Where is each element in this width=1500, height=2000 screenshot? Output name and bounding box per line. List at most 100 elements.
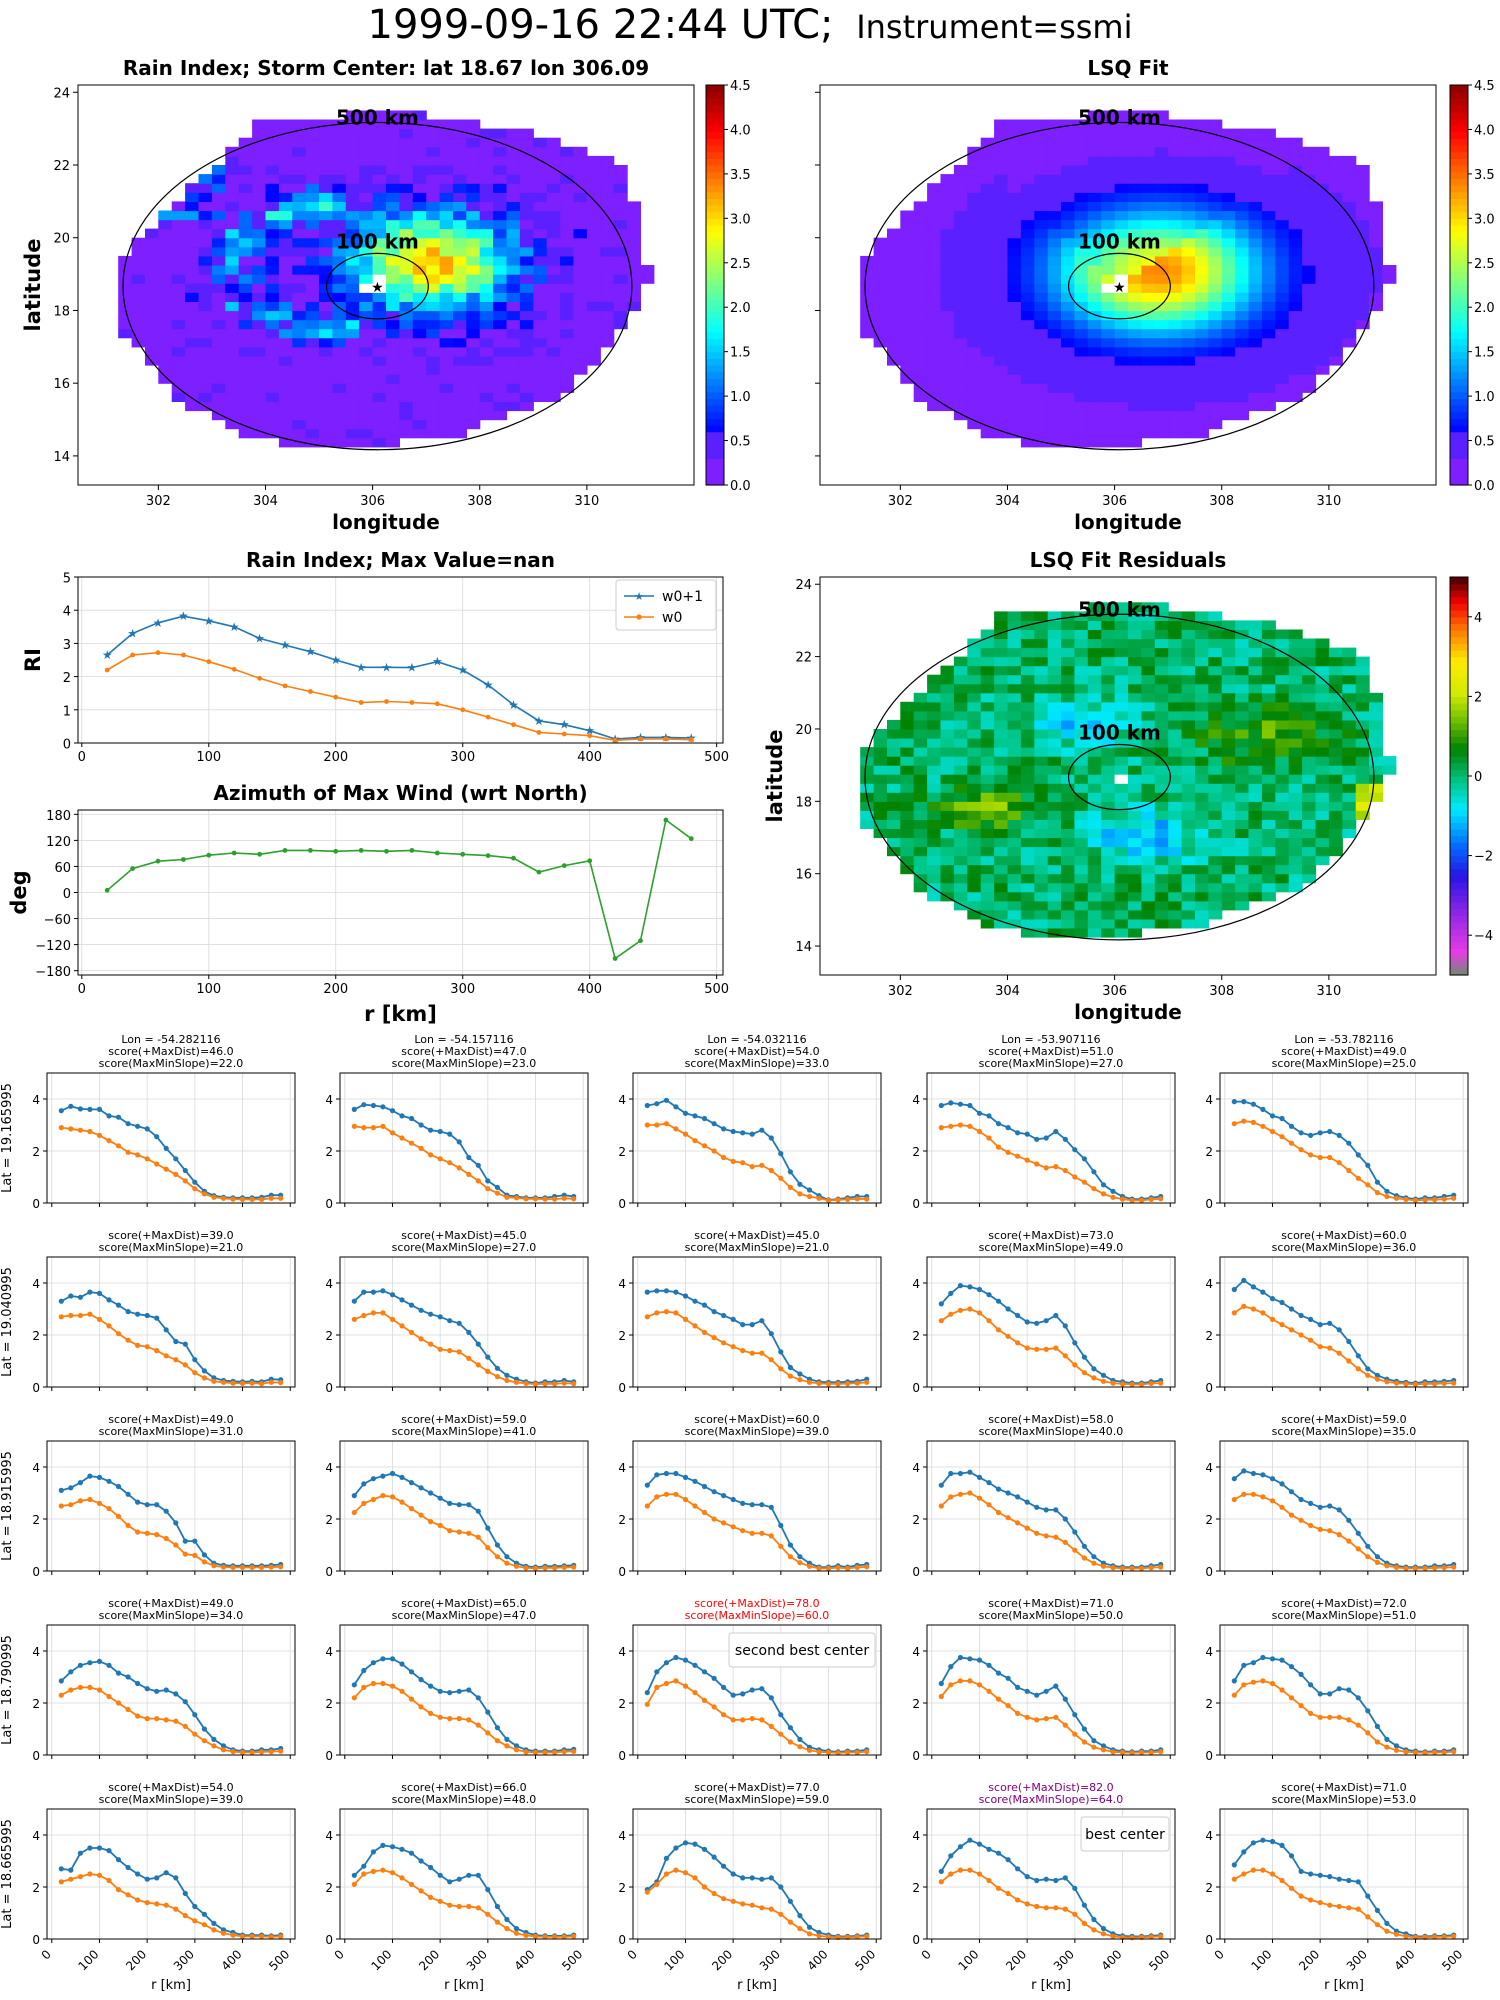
- map-cell: [252, 337, 267, 348]
- map-cell: [493, 237, 508, 248]
- map-cell: [1208, 346, 1223, 357]
- data-point: [845, 1196, 851, 1202]
- series-line-w0p1: [353, 1289, 574, 1385]
- map-cell: [1128, 383, 1142, 393]
- map-cell: [1195, 219, 1209, 230]
- map-cell: [1328, 192, 1343, 202]
- map-cell: [1154, 328, 1169, 339]
- map-cell: [1007, 410, 1022, 421]
- map-cell: [198, 192, 213, 202]
- map-cell: [1235, 810, 1250, 820]
- plot-title: Azimuth of Max Wind (wrt North): [213, 781, 587, 805]
- map-cell: [1208, 729, 1223, 739]
- colorbar-band: [1450, 205, 1468, 213]
- colorbar-band: [1450, 875, 1468, 883]
- map-cell: [359, 355, 374, 366]
- map-cell: [1007, 638, 1022, 649]
- data-point: [825, 1381, 832, 1387]
- data-point: [1422, 1197, 1428, 1203]
- map-cell: [211, 310, 226, 321]
- map-cell: [1101, 419, 1116, 430]
- map-cell: [372, 219, 387, 230]
- data-point: [144, 1312, 150, 1319]
- map-cell: [1101, 146, 1116, 157]
- map-cell: [1141, 274, 1156, 284]
- map-cell: [927, 765, 942, 775]
- map-cell: [292, 428, 307, 439]
- map-cell: [1181, 319, 1196, 330]
- map-cell: [1288, 710, 1303, 721]
- map-cell: [940, 237, 955, 248]
- map-cell: [1154, 265, 1169, 275]
- map-cell: [1101, 683, 1116, 694]
- map-cell: [292, 355, 307, 366]
- map-cell: [1288, 801, 1303, 811]
- map-cell: [980, 328, 995, 339]
- data-point: [428, 1152, 434, 1158]
- map-cell: [967, 228, 982, 239]
- map-cell: [1168, 873, 1183, 884]
- map-cell: [319, 165, 333, 175]
- map-cell: [453, 119, 467, 130]
- map-cell: [546, 174, 561, 184]
- map-cell: [1261, 301, 1276, 312]
- map-cell: [345, 137, 360, 148]
- map-cell: [1328, 656, 1343, 667]
- map-cell: [345, 337, 360, 348]
- data-point: [466, 1171, 472, 1177]
- map-cell: [1221, 128, 1236, 139]
- data-point: [1091, 1169, 1097, 1175]
- map-cell: [1261, 137, 1276, 148]
- map-cell: [1235, 738, 1250, 748]
- map-cell: [1275, 265, 1290, 275]
- map-cell: [1275, 301, 1290, 312]
- map-cell: [1061, 900, 1075, 911]
- map-cell: [1007, 801, 1022, 811]
- map-cell: [1061, 283, 1075, 293]
- map-cell: [412, 146, 427, 157]
- map-cell: [573, 301, 588, 312]
- map-cell: [332, 292, 347, 302]
- map-cell: [533, 165, 548, 175]
- map-cell: [1061, 918, 1075, 929]
- map-cell: [1047, 183, 1062, 193]
- data-point: [1355, 1353, 1361, 1359]
- map-cell: [1208, 246, 1223, 257]
- map-cell: [506, 328, 521, 339]
- map-cell: [940, 319, 955, 330]
- map-cell: [1087, 255, 1102, 266]
- map-cell: [171, 237, 186, 248]
- map-cell: [1181, 365, 1196, 375]
- map-cell: [627, 255, 641, 266]
- map-cell: [1074, 747, 1089, 757]
- map-cell: [927, 246, 942, 257]
- map-cell: [1221, 765, 1236, 775]
- map-cell: [238, 319, 253, 330]
- map-cell: [980, 756, 995, 766]
- map-cell: [1007, 419, 1022, 430]
- map-cell: [586, 210, 601, 221]
- map-cell: [426, 383, 441, 393]
- map-cell: [980, 719, 995, 730]
- map-cell: [1195, 846, 1209, 857]
- data-point: [163, 1145, 169, 1151]
- data-point: [182, 1538, 188, 1544]
- map-cell: [953, 374, 968, 384]
- map-cell: [1195, 365, 1209, 375]
- map-cell: [1315, 765, 1330, 775]
- map-cell: [1275, 374, 1290, 384]
- map-cell: [265, 310, 280, 321]
- rain-index-profile: ★★★★★★★★★★★★★★★★★★★★★★★★0100200300400500…: [21, 548, 729, 765]
- map-cell: [1342, 237, 1357, 248]
- data-point: ★: [102, 648, 113, 662]
- plot-ylabel: Lat = 18.915995: [0, 1451, 15, 1561]
- map-cell: [238, 392, 253, 402]
- map-cell: [1248, 873, 1263, 884]
- data-point: [437, 1314, 443, 1320]
- map-cell: [359, 337, 374, 348]
- map-cell: [953, 810, 968, 820]
- map-cell: [1007, 119, 1022, 130]
- data-point: [1412, 1197, 1419, 1203]
- map-cell: [1047, 301, 1062, 312]
- data-point: ★: [483, 678, 494, 692]
